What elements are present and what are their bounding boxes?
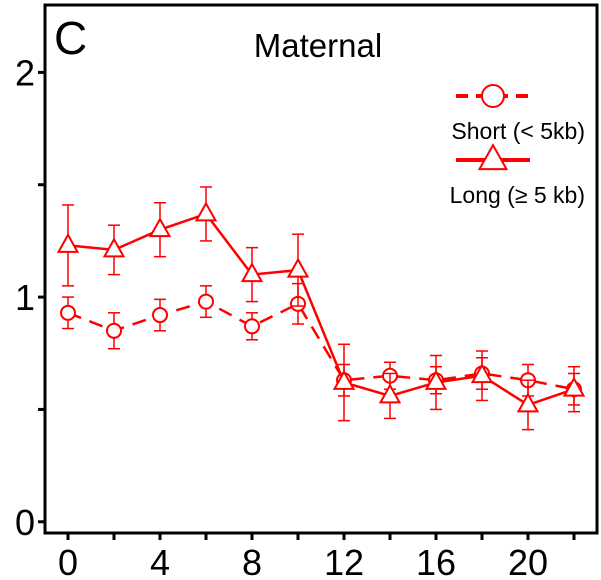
data-point bbox=[424, 369, 448, 390]
x-tick-label: 16 bbox=[416, 542, 456, 580]
data-point bbox=[378, 383, 402, 404]
chart-title: Maternal bbox=[254, 27, 382, 64]
legend-marker bbox=[481, 84, 505, 108]
data-point bbox=[102, 237, 126, 258]
data-point bbox=[332, 369, 356, 390]
data-point bbox=[148, 217, 172, 238]
y-tick-label: 1 bbox=[15, 277, 35, 318]
x-tick-label: 12 bbox=[324, 542, 364, 580]
legend-label: Long (≥ 5 kb) bbox=[450, 182, 585, 208]
series-line bbox=[67, 300, 575, 391]
x-tick-label: 0 bbox=[58, 542, 78, 580]
data-point bbox=[286, 257, 310, 278]
legend-label: Short (< 5kb) bbox=[451, 118, 585, 144]
data-point bbox=[244, 318, 260, 335]
data-point bbox=[194, 201, 218, 222]
x-tick-label: 8 bbox=[242, 542, 262, 580]
y-tick-label: 0 bbox=[15, 502, 35, 543]
series-layer bbox=[56, 186, 586, 431]
data-point bbox=[60, 304, 76, 321]
data-point bbox=[198, 293, 214, 310]
data-point bbox=[516, 392, 540, 413]
legend-marker bbox=[477, 143, 509, 171]
legend-entry-1: Short (< 5kb) bbox=[451, 84, 585, 144]
x-tick-label: 20 bbox=[508, 542, 548, 580]
series-2 bbox=[56, 186, 586, 431]
legend: Short (< 5kb) Long (≥ 5 kb) bbox=[450, 84, 585, 208]
data-point bbox=[152, 307, 168, 324]
data-point bbox=[56, 232, 80, 253]
y-tick-label: 2 bbox=[15, 52, 35, 93]
panel-label: C bbox=[54, 12, 87, 64]
series-1 bbox=[60, 282, 582, 406]
data-point bbox=[562, 376, 586, 397]
plot-frame bbox=[43, 3, 599, 535]
x-tick-label: 4 bbox=[150, 542, 170, 580]
data-point bbox=[470, 363, 494, 384]
legend-entry-2: Long (≥ 5 kb) bbox=[450, 143, 585, 208]
data-point bbox=[106, 322, 122, 339]
data-point bbox=[240, 262, 264, 283]
